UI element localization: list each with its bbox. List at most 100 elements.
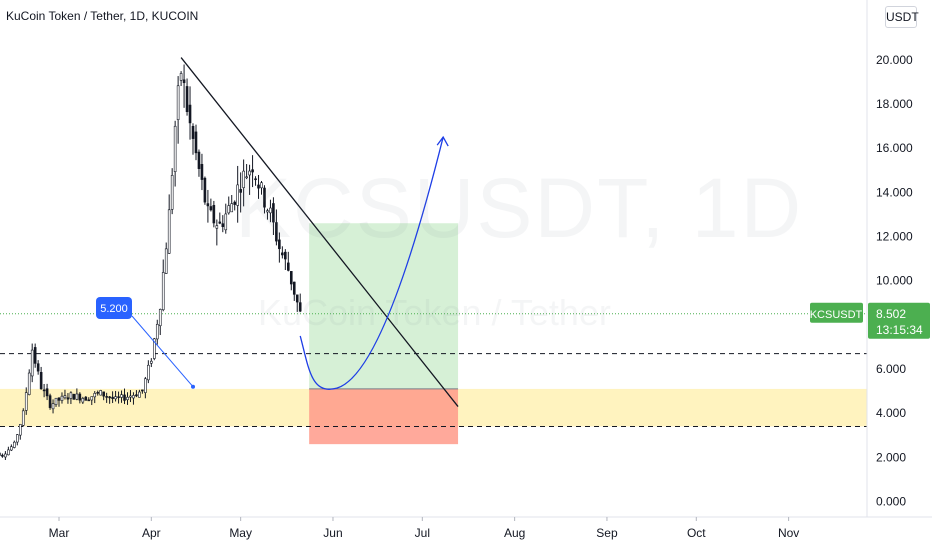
candle-body: [10, 446, 13, 451]
candle-body: [18, 424, 22, 436]
candle-body: [287, 262, 290, 271]
candle-body: [66, 397, 70, 400]
annotation-label-bg: [96, 297, 132, 319]
candle-body: [126, 396, 129, 401]
candle-body: [152, 338, 156, 359]
stop-zone: [309, 388, 459, 445]
candle-body: [84, 396, 88, 401]
candle-body: [75, 393, 79, 400]
x-tick-label: Mar: [49, 526, 70, 540]
candle-body: [209, 206, 213, 211]
candle-body: [242, 170, 245, 188]
candle-body: [108, 396, 111, 399]
y-tick-label: 14.000: [876, 185, 913, 199]
x-tick-label: Nov: [778, 526, 799, 540]
x-tick-label: Jun: [323, 526, 342, 540]
y-tick-label: 18.000: [876, 97, 913, 111]
candle-body: [42, 389, 46, 392]
candle-body: [260, 182, 263, 189]
candle-body: [236, 184, 239, 206]
candle-body: [54, 397, 58, 405]
candle-body: [36, 363, 40, 372]
candle-body: [254, 178, 257, 181]
candle-body: [51, 403, 55, 410]
candle-body: [298, 302, 302, 312]
candle-body: [90, 396, 94, 401]
candle-body: [227, 205, 231, 214]
candle-body: [7, 449, 10, 456]
candle-body: [48, 395, 52, 408]
candle-body: [185, 86, 189, 112]
candle-body: [212, 205, 216, 224]
candle-body: [96, 392, 100, 394]
candle-body: [266, 210, 269, 213]
projection-curve: [299, 136, 444, 390]
candle-body: [218, 221, 222, 224]
candle-body: [158, 309, 162, 327]
candle-body: [176, 85, 180, 120]
symbol-watermark: KCSUSDT, 1D: [235, 161, 804, 255]
price-tag-value: 8.502: [876, 307, 906, 321]
candle-body: [251, 169, 254, 173]
price-tag-bg: [868, 302, 930, 339]
candle-body: [132, 395, 135, 399]
x-tick-label: Apr: [142, 526, 161, 540]
y-tick-label: 12.000: [876, 229, 913, 243]
candle-body: [182, 79, 186, 84]
candle-body: [292, 281, 296, 295]
candle-body: [45, 388, 49, 397]
candle-body: [4, 453, 7, 458]
candle-body: [233, 201, 237, 205]
y-tick-label: 10.000: [876, 274, 913, 288]
candle-body: [275, 222, 278, 242]
candle-body: [167, 209, 171, 254]
annotation-point: [191, 384, 196, 389]
candle-body: [129, 395, 132, 398]
candle-body: [123, 394, 126, 401]
candle-body: [72, 393, 76, 400]
candle-body: [179, 73, 183, 81]
candle-body: [194, 131, 198, 154]
candle-body: [120, 394, 123, 398]
symbol-tag: KCSUSDT: [810, 309, 863, 321]
candle-body: [188, 104, 192, 124]
candle-body: [93, 393, 97, 398]
candle-body: [224, 213, 228, 231]
candle-body: [191, 125, 195, 139]
chart-title: KuCoin Token / Tether, 1D, KUCOIN: [6, 9, 199, 23]
candle-body: [135, 394, 138, 397]
candle-body: [87, 399, 91, 402]
y-tick-label: 16.000: [876, 141, 913, 155]
x-tick-label: Aug: [504, 526, 525, 540]
candle-body: [170, 175, 174, 210]
candle-body: [1, 454, 4, 457]
candle-body: [245, 176, 248, 179]
candle-body: [164, 248, 168, 274]
candle-body: [78, 393, 82, 401]
candle-body: [27, 372, 31, 395]
currency-button[interactable]: USDT: [885, 6, 919, 28]
trend-line: [180, 57, 459, 407]
candle-body: [295, 294, 299, 303]
candle-body: [81, 398, 85, 403]
y-tick-label: 4.000: [876, 406, 906, 420]
candle-body: [63, 395, 67, 399]
candle-body: [281, 252, 284, 256]
candle-body: [161, 272, 165, 311]
candle-body: [13, 441, 16, 448]
x-tick-label: May: [229, 526, 252, 540]
candle-body: [102, 391, 105, 397]
x-tick-label: Oct: [687, 526, 706, 540]
symbol-tag-bg: [810, 302, 863, 323]
price-tag-countdown: 13:15:34: [876, 323, 923, 337]
candles-layer: [0, 64, 302, 460]
description-watermark: KuCoin Token / Tether: [258, 292, 611, 333]
candle-body: [269, 207, 272, 214]
candle-body: [289, 271, 293, 285]
y-tick-label: 20.000: [876, 53, 913, 67]
candle-body: [39, 372, 43, 390]
y-tick-label: 6.000: [876, 362, 906, 376]
